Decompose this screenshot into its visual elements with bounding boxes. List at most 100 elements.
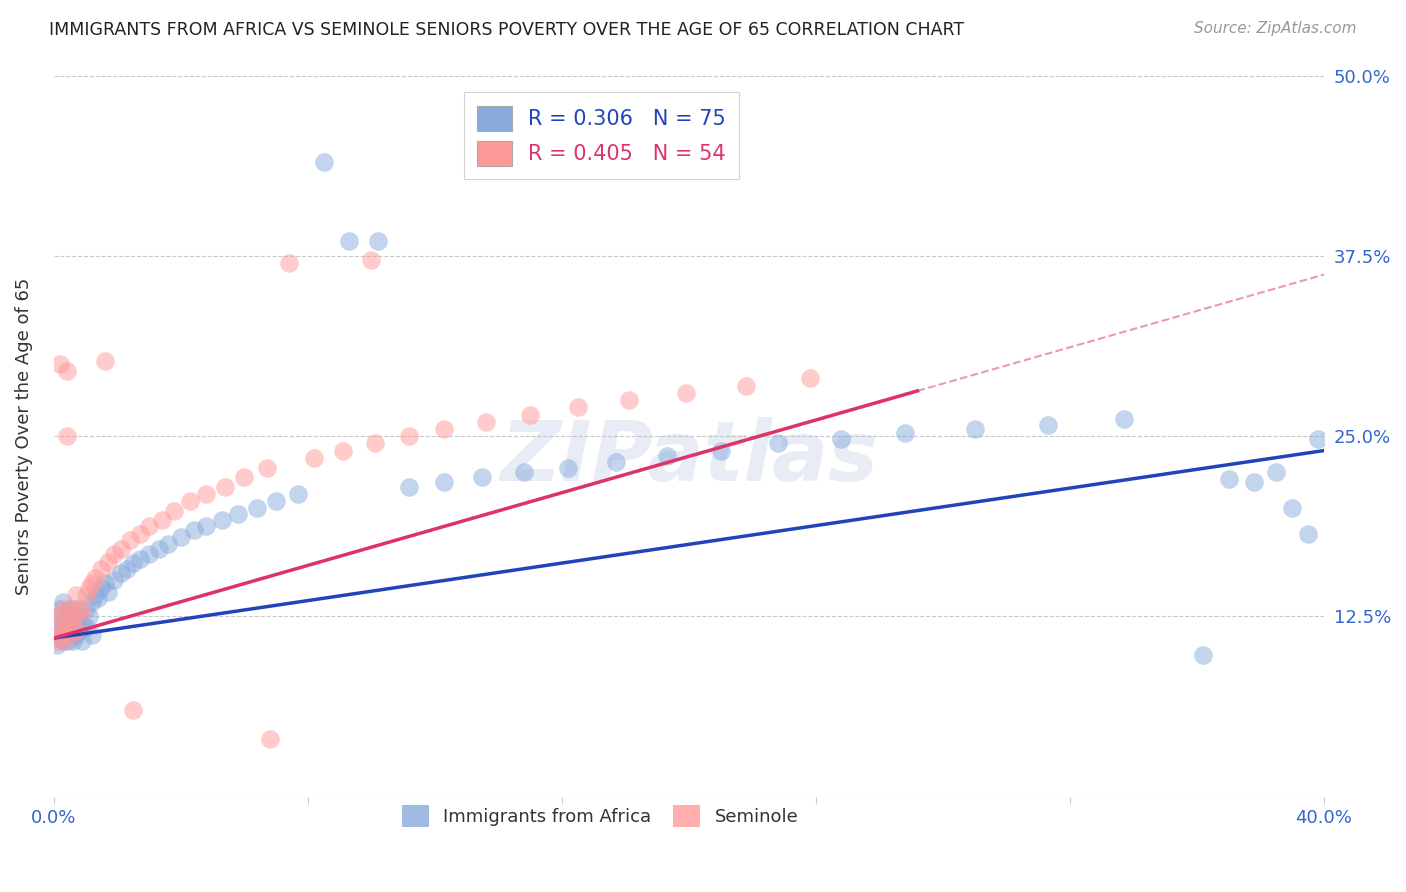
Point: [122, 703, 145, 717]
Point: [103, 574, 125, 588]
Point: [52, 634, 75, 648]
Point: [1112, 412, 1135, 426]
Point: [65, 624, 87, 638]
Point: [65, 602, 87, 616]
Point: [59, 602, 82, 616]
Point: [287, 487, 309, 501]
Point: [277, 256, 299, 270]
Legend: Immigrants from Africa, Seminole: Immigrants from Africa, Seminole: [395, 798, 806, 835]
Point: [1296, 527, 1319, 541]
Point: [183, 523, 205, 537]
Point: [52, 602, 75, 616]
Point: [80, 576, 103, 591]
Point: [655, 450, 678, 464]
Point: [259, 732, 281, 747]
Point: [1281, 501, 1303, 516]
Point: [367, 235, 389, 249]
Point: [302, 450, 325, 465]
Point: [80, 595, 103, 609]
Point: [766, 436, 789, 450]
Point: [157, 537, 180, 551]
Point: [675, 385, 697, 400]
Point: [163, 504, 186, 518]
Point: [519, 408, 541, 422]
Point: [72, 616, 94, 631]
Point: [77, 609, 100, 624]
Point: [1192, 648, 1215, 663]
Point: [398, 480, 420, 494]
Point: [433, 422, 456, 436]
Point: [1243, 475, 1265, 490]
Point: [62, 619, 84, 633]
Point: [264, 494, 287, 508]
Y-axis label: Seniors Poverty Over the Age of 65: Seniors Poverty Over the Age of 65: [15, 277, 32, 595]
Point: [46, 638, 69, 652]
Point: [97, 555, 120, 569]
Point: [77, 581, 100, 595]
Point: [67, 609, 90, 624]
Point: [1036, 417, 1059, 432]
Point: [963, 422, 986, 436]
Point: [148, 541, 170, 556]
Point: [97, 585, 120, 599]
Point: [62, 628, 84, 642]
Point: [110, 541, 132, 556]
Point: [62, 609, 84, 624]
Point: [62, 634, 84, 648]
Point: [67, 624, 90, 638]
Point: [246, 501, 269, 516]
Point: [52, 634, 75, 648]
Point: [605, 455, 627, 469]
Point: [226, 507, 249, 521]
Point: [128, 527, 150, 541]
Point: [49, 628, 72, 642]
Point: [49, 631, 72, 645]
Point: [52, 624, 75, 638]
Point: [55, 364, 77, 378]
Point: [90, 562, 112, 576]
Point: [65, 619, 87, 633]
Point: [433, 475, 456, 490]
Point: [799, 371, 821, 385]
Point: [110, 566, 132, 581]
Point: [55, 634, 77, 648]
Point: [46, 619, 69, 633]
Point: [72, 605, 94, 619]
Point: [567, 401, 589, 415]
Point: [59, 602, 82, 616]
Point: [617, 393, 640, 408]
Point: [72, 634, 94, 648]
Point: [49, 357, 72, 371]
Point: [710, 443, 733, 458]
Point: [59, 628, 82, 642]
Point: [80, 628, 103, 642]
Point: [122, 556, 145, 570]
Text: ZIPatlas: ZIPatlas: [501, 417, 877, 499]
Point: [735, 378, 758, 392]
Point: [55, 614, 77, 628]
Point: [337, 235, 360, 249]
Point: [471, 469, 494, 483]
Point: [93, 354, 115, 368]
Point: [55, 609, 77, 624]
Point: [52, 624, 75, 638]
Point: [52, 595, 75, 609]
Point: [138, 518, 160, 533]
Point: [67, 602, 90, 616]
Point: [59, 624, 82, 638]
Point: [103, 548, 125, 562]
Point: [256, 461, 278, 475]
Point: [1265, 465, 1288, 479]
Point: [46, 634, 69, 648]
Point: [312, 155, 335, 169]
Point: [170, 530, 193, 544]
Point: [49, 609, 72, 624]
Point: [179, 494, 201, 508]
Point: [214, 480, 236, 494]
Point: [59, 616, 82, 631]
Point: [46, 624, 69, 638]
Text: IMMIGRANTS FROM AFRICA VS SEMINOLE SENIORS POVERTY OVER THE AGE OF 65 CORRELATIO: IMMIGRANTS FROM AFRICA VS SEMINOLE SENIO…: [49, 21, 965, 38]
Point: [195, 518, 218, 533]
Point: [1218, 472, 1240, 486]
Point: [513, 465, 536, 479]
